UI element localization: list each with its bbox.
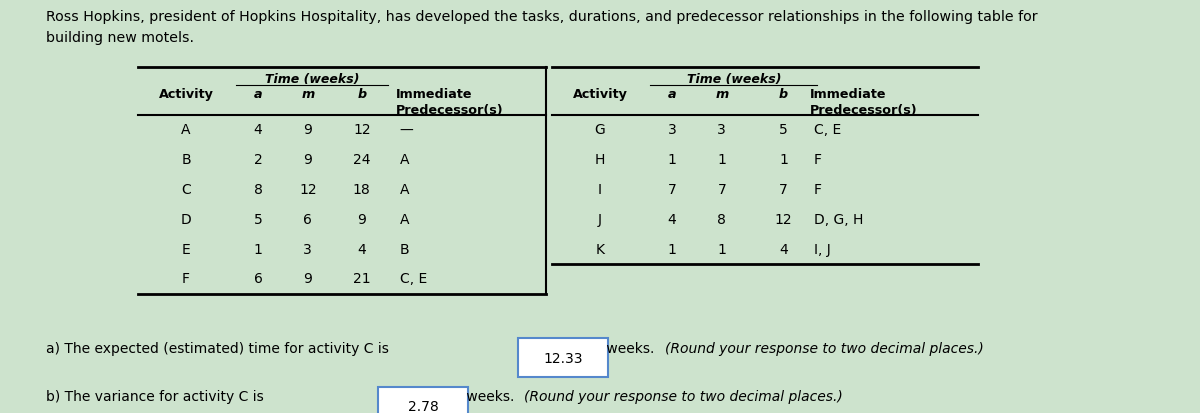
Text: G: G	[595, 123, 605, 137]
Text: 1: 1	[718, 153, 726, 167]
Text: I: I	[598, 183, 602, 197]
Text: 9: 9	[304, 123, 312, 137]
Text: 12: 12	[353, 123, 371, 137]
Text: weeks.: weeks.	[602, 341, 659, 355]
FancyBboxPatch shape	[378, 387, 468, 413]
Text: A: A	[181, 123, 191, 137]
Text: 4: 4	[253, 123, 263, 137]
Text: Time (weeks): Time (weeks)	[265, 73, 359, 86]
Text: Time (weeks): Time (weeks)	[686, 73, 781, 86]
Text: 1: 1	[667, 242, 677, 256]
Text: A: A	[400, 212, 409, 226]
Text: D: D	[181, 212, 191, 226]
Text: 6: 6	[253, 272, 263, 286]
Text: a) The expected (estimated) time for activity C is: a) The expected (estimated) time for act…	[46, 341, 389, 355]
Text: 8: 8	[718, 212, 726, 226]
Text: 12: 12	[775, 212, 792, 226]
Text: 3: 3	[304, 242, 312, 256]
Text: building new motels.: building new motels.	[46, 31, 193, 45]
Text: 1: 1	[667, 153, 677, 167]
Text: 24: 24	[353, 153, 371, 167]
Text: Ross Hopkins, president of Hopkins Hospitality, has developed the tasks, duratio: Ross Hopkins, president of Hopkins Hospi…	[46, 10, 1037, 24]
Text: D, G, H: D, G, H	[814, 212, 863, 226]
Text: C, E: C, E	[814, 123, 841, 137]
Text: (Round your response to two decimal places.): (Round your response to two decimal plac…	[524, 389, 844, 403]
Text: 4: 4	[358, 242, 366, 256]
Text: 6: 6	[304, 212, 312, 226]
Text: 2: 2	[253, 153, 263, 167]
Text: 7: 7	[718, 183, 726, 197]
Text: Immediate: Immediate	[810, 88, 887, 101]
Text: a: a	[667, 88, 677, 101]
Text: Activity: Activity	[158, 88, 214, 101]
FancyBboxPatch shape	[518, 339, 608, 377]
Text: F: F	[814, 183, 822, 197]
Text: b: b	[779, 88, 788, 101]
Text: 5: 5	[779, 123, 788, 137]
Text: 3: 3	[667, 123, 677, 137]
Text: 9: 9	[304, 272, 312, 286]
Text: Activity: Activity	[572, 88, 628, 101]
Text: B: B	[400, 242, 409, 256]
Text: 4: 4	[779, 242, 788, 256]
Text: Predecessor(s): Predecessor(s)	[396, 104, 504, 116]
Text: H: H	[595, 153, 605, 167]
Text: J: J	[598, 212, 602, 226]
Text: K: K	[595, 242, 605, 256]
Text: 3: 3	[718, 123, 726, 137]
Text: 2.78: 2.78	[408, 399, 438, 413]
Text: A: A	[400, 183, 409, 197]
Text: 12: 12	[299, 183, 317, 197]
Text: —: —	[400, 123, 413, 137]
Text: Immediate: Immediate	[396, 88, 473, 101]
Text: 9: 9	[358, 212, 366, 226]
Text: 5: 5	[253, 212, 263, 226]
Text: 9: 9	[304, 153, 312, 167]
Text: 1: 1	[779, 153, 788, 167]
Text: b: b	[358, 88, 366, 101]
Text: a: a	[253, 88, 263, 101]
Text: 7: 7	[779, 183, 788, 197]
Text: (Round your response to two decimal places.): (Round your response to two decimal plac…	[665, 341, 984, 355]
Text: I, J: I, J	[814, 242, 830, 256]
Text: F: F	[814, 153, 822, 167]
Text: C, E: C, E	[400, 272, 427, 286]
Text: 8: 8	[253, 183, 263, 197]
Text: 1: 1	[718, 242, 726, 256]
Text: m: m	[301, 88, 314, 101]
Text: F: F	[182, 272, 190, 286]
Text: 1: 1	[253, 242, 263, 256]
Text: A: A	[400, 153, 409, 167]
Text: 7: 7	[667, 183, 677, 197]
Text: B: B	[181, 153, 191, 167]
Text: 4: 4	[667, 212, 677, 226]
Text: weeks.: weeks.	[462, 389, 518, 403]
Text: E: E	[181, 242, 191, 256]
Text: m: m	[715, 88, 728, 101]
Text: b) The variance for activity C is: b) The variance for activity C is	[46, 389, 263, 403]
Text: 21: 21	[353, 272, 371, 286]
Text: Predecessor(s): Predecessor(s)	[810, 104, 918, 116]
Text: 12.33: 12.33	[544, 351, 583, 365]
Text: C: C	[181, 183, 191, 197]
Text: 18: 18	[353, 183, 371, 197]
